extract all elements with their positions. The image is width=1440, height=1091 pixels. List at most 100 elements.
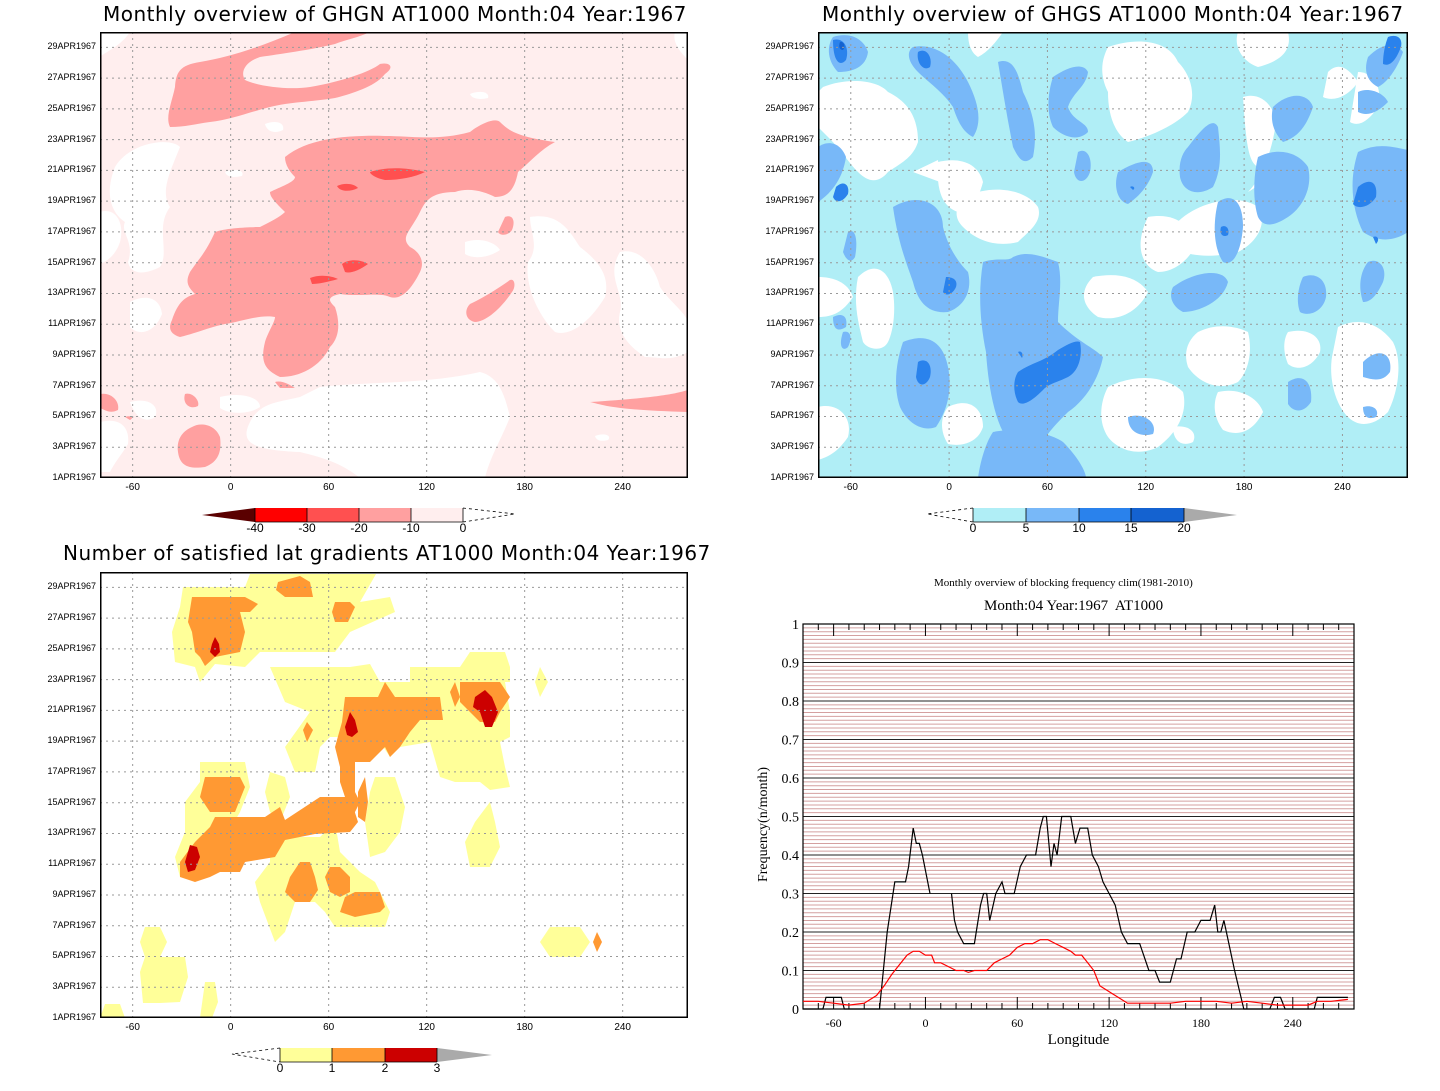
y-tick-label: 27APR1967	[765, 72, 814, 83]
colorbar-label: 0	[276, 1061, 284, 1075]
ghgn-colorbar-10to0	[411, 508, 463, 522]
y-tick-label: 7APR1967	[52, 379, 96, 390]
colorbar-label: -40	[246, 521, 264, 535]
grad-colorbar-below-0	[231, 1047, 281, 1063]
x-tick-label: 60	[323, 482, 335, 493]
y-tick-label: 0.6	[782, 772, 800, 787]
ghgn-colorbar-above-0	[462, 507, 516, 523]
y-tick-label: 21APR1967	[47, 704, 96, 715]
y-tick-label: 11APR1967	[766, 318, 814, 329]
y-tick-label: 1APR1967	[52, 1012, 96, 1022]
ghgn-level-10to20	[100, 32, 688, 468]
y-tick-label: 19APR1967	[765, 195, 814, 206]
x-tick-label: 60	[323, 1022, 335, 1033]
y-axis-label: Frequency(n/month)	[756, 767, 771, 882]
y-tick-label: 29APR1967	[47, 581, 96, 592]
x-tick-label: 60	[1041, 482, 1053, 493]
x-tick-label: 180	[516, 1022, 533, 1033]
colorbar-label: 10	[1072, 521, 1086, 535]
ghgn-colorbar-20to10	[359, 508, 411, 522]
colorbar-label: -10	[402, 521, 420, 535]
x-tick-label: 240	[614, 482, 631, 493]
y-tick-label: 5APR1967	[770, 410, 814, 421]
colorbar-label: -20	[350, 521, 368, 535]
y-tick-label: 19APR1967	[47, 735, 96, 746]
y-tick-label: 29APR1967	[765, 41, 814, 52]
y-tick-label: 0	[792, 1003, 799, 1018]
y-tick-label: 25APR1967	[765, 102, 814, 113]
colorbar-label: 3	[433, 1061, 441, 1075]
y-tick-label: 15APR1967	[47, 796, 96, 807]
y-tick-label: 9APR1967	[52, 348, 96, 359]
series-climatology	[802, 939, 1348, 1006]
series-line	[950, 815, 1348, 1010]
y-tick-label: 11APR1967	[48, 318, 96, 329]
colorbar-label: 0	[969, 521, 977, 535]
y-tick-label: 9APR1967	[770, 348, 814, 359]
ghgn-colorbar	[202, 507, 516, 523]
y-tick-label: 25APR1967	[47, 102, 96, 113]
colorbar-label: 2	[381, 1061, 389, 1075]
y-tick-label: 27APR1967	[47, 72, 96, 83]
x-tick-label: 180	[1235, 482, 1253, 493]
y-tick-label: 0.8	[782, 695, 800, 710]
y-tick-label: 7APR1967	[770, 379, 814, 390]
y-tick-label: 3APR1967	[52, 441, 96, 452]
colorbar-label: 15	[1124, 521, 1138, 535]
y-tick-label: 0.7	[782, 734, 800, 749]
ghgs-grid	[818, 32, 1408, 478]
y-tick-label: 23APR1967	[47, 673, 96, 684]
y-tick-label: 0.3	[782, 888, 800, 903]
ghgn-colorbar-30to20	[307, 508, 359, 522]
y-tick-label: 5APR1967	[52, 950, 96, 961]
x-tick-label: -60	[125, 482, 140, 493]
ghgn-colorbar-40to30	[255, 508, 307, 522]
y-tick-label: 23APR1967	[765, 133, 814, 144]
series-line	[803, 827, 931, 1010]
x-tick-label: 120	[418, 1022, 435, 1033]
grad-level-2to3	[185, 637, 498, 872]
x-ticks	[817, 624, 1340, 1009]
colorbar-label: 1	[328, 1061, 336, 1075]
x-tick-label: 0	[227, 482, 234, 493]
colorbar-label: 5	[1022, 521, 1030, 535]
x-tick-label: 240	[1284, 1016, 1302, 1030]
x-tick-label: 240	[1334, 482, 1351, 493]
freq-subtitle: Month:04 Year:1967 AT1000	[984, 598, 1164, 614]
grad-colorbar-1to2	[332, 1048, 385, 1062]
ghgn-frame	[100, 32, 688, 478]
y-tick-label: 17APR1967	[47, 225, 96, 236]
x-tick-label: 0	[922, 1016, 928, 1030]
x-tick-label: 180	[1192, 1016, 1210, 1030]
ghgn-contour-plot	[100, 32, 688, 478]
ghgs-contour-plot	[818, 32, 1408, 478]
colorbar-label: -30	[298, 521, 316, 535]
ghgn-grid	[100, 32, 688, 478]
x-tick-label: 120	[1100, 1016, 1118, 1030]
ghgs-colorbar-below-0	[926, 507, 974, 523]
y-tick-label: 11APR1967	[48, 858, 96, 869]
ghgs-colorbar-0to5	[973, 508, 1026, 522]
y-tick-label: 0.1	[782, 965, 800, 980]
ghgn-positive-regions	[100, 32, 688, 478]
ghgs-frame	[818, 32, 1408, 478]
grad-colorbar-above-3	[437, 1048, 492, 1062]
x-tick-label: 180	[516, 482, 533, 493]
y-tick-label: 23APR1967	[47, 133, 96, 144]
x-tick-label: -60	[826, 1016, 842, 1030]
colorbar-label: 0	[459, 521, 467, 535]
y-tick-label: 1	[792, 618, 799, 633]
minor-grid	[803, 627, 1354, 1006]
series-line	[803, 939, 1348, 1006]
ghgs-colorbar-10to15	[1079, 508, 1131, 522]
ghgs-colorbar	[926, 507, 1237, 523]
x-tick-label: -60	[125, 1022, 140, 1033]
y-tick-label: 1APR1967	[52, 472, 96, 482]
x-axis-label: Longitude	[1048, 1032, 1110, 1048]
ghgn-title: Monthly overview of GHGN AT1000 Month:04…	[103, 2, 687, 26]
freq-line-chart: 0 0.1 0.2 0.3 0.4 0.5 0.6 0.7 0.8 0.9 1 -60 0 60 120 18…	[756, 618, 1355, 1048]
grad-colorbar	[231, 1047, 492, 1063]
ghgs-level-15to20	[839, 41, 845, 50]
grad-grid	[100, 572, 688, 1018]
y-tick-label: 13APR1967	[47, 827, 96, 838]
